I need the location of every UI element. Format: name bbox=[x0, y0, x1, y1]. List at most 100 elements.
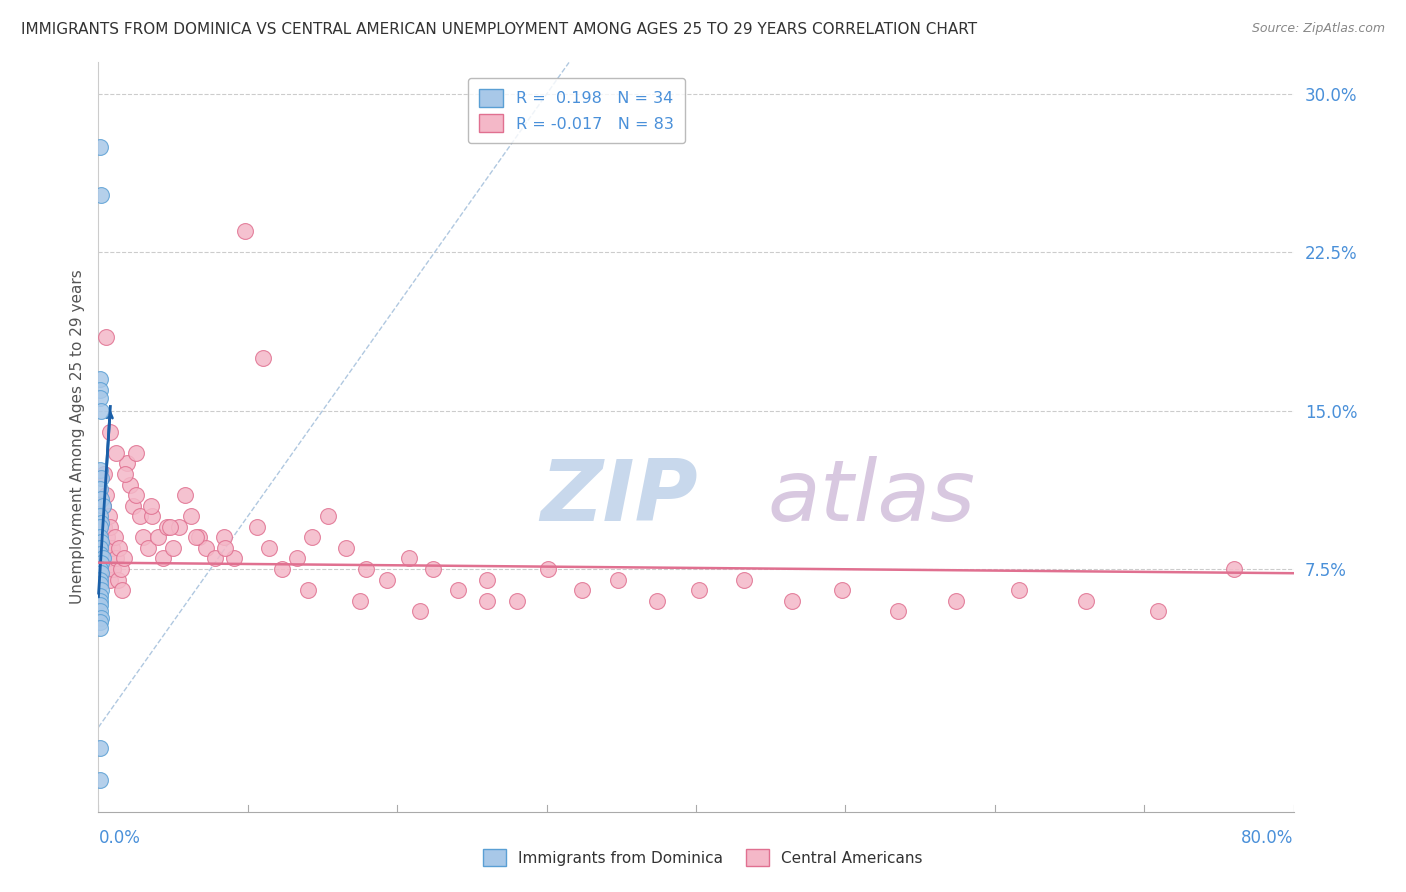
Point bbox=[90, 492, 112, 507]
Point bbox=[89, 621, 111, 635]
Text: 80.0%: 80.0% bbox=[1241, 829, 1294, 847]
Point bbox=[148, 530, 170, 544]
Point bbox=[93, 467, 115, 481]
Point bbox=[89, 520, 111, 534]
Point bbox=[422, 562, 444, 576]
Point bbox=[89, 509, 111, 524]
Point bbox=[271, 562, 294, 576]
Point bbox=[831, 583, 853, 598]
Point bbox=[195, 541, 218, 555]
Point bbox=[93, 520, 115, 534]
Point bbox=[233, 224, 256, 238]
Point bbox=[103, 562, 125, 576]
Point bbox=[90, 188, 112, 202]
Point bbox=[89, 590, 111, 604]
Point bbox=[212, 530, 235, 544]
Point bbox=[129, 509, 152, 524]
Point bbox=[105, 446, 128, 460]
Point bbox=[96, 562, 118, 576]
Point bbox=[139, 499, 162, 513]
Point bbox=[1146, 604, 1168, 618]
Point bbox=[112, 551, 135, 566]
Point bbox=[90, 471, 112, 485]
Point bbox=[115, 457, 138, 471]
Point bbox=[187, 530, 209, 544]
Y-axis label: Unemployment Among Ages 25 to 29 years: Unemployment Among Ages 25 to 29 years bbox=[69, 269, 84, 605]
Point bbox=[184, 530, 207, 544]
Point bbox=[89, 391, 111, 405]
Point bbox=[167, 520, 190, 534]
Point bbox=[607, 573, 630, 587]
Point bbox=[89, 482, 111, 496]
Point bbox=[107, 573, 129, 587]
Point bbox=[104, 530, 127, 544]
Point bbox=[91, 499, 114, 513]
Point bbox=[98, 520, 122, 534]
Point bbox=[89, 140, 111, 154]
Point bbox=[475, 573, 498, 587]
Point bbox=[89, 463, 111, 477]
Legend: R =  0.198   N = 34, R = -0.017   N = 83: R = 0.198 N = 34, R = -0.017 N = 83 bbox=[468, 78, 685, 143]
Point bbox=[780, 593, 803, 607]
Point bbox=[89, 372, 111, 386]
Point bbox=[90, 566, 112, 581]
Point bbox=[398, 551, 420, 566]
Text: atlas: atlas bbox=[768, 456, 976, 539]
Point bbox=[94, 330, 117, 344]
Point bbox=[90, 403, 112, 417]
Point bbox=[105, 551, 128, 566]
Point bbox=[688, 583, 710, 598]
Point bbox=[89, 604, 111, 618]
Point bbox=[91, 499, 114, 513]
Point bbox=[733, 573, 755, 587]
Point bbox=[257, 541, 280, 555]
Point bbox=[246, 520, 269, 534]
Point bbox=[354, 562, 377, 576]
Point bbox=[136, 541, 159, 555]
Point bbox=[447, 583, 470, 598]
Text: IMMIGRANTS FROM DOMINICA VS CENTRAL AMERICAN UNEMPLOYMENT AMONG AGES 25 TO 29 YE: IMMIGRANTS FROM DOMINICA VS CENTRAL AMER… bbox=[21, 22, 977, 37]
Point bbox=[174, 488, 197, 502]
Point bbox=[89, 576, 111, 591]
Point bbox=[1074, 593, 1097, 607]
Point bbox=[375, 573, 398, 587]
Point bbox=[89, 541, 111, 555]
Point bbox=[125, 446, 148, 460]
Point bbox=[89, 773, 111, 788]
Text: 0.0%: 0.0% bbox=[98, 829, 141, 847]
Point bbox=[89, 615, 111, 629]
Point bbox=[252, 351, 274, 365]
Point bbox=[301, 530, 323, 544]
Point bbox=[90, 556, 112, 570]
Point bbox=[204, 551, 226, 566]
Point bbox=[159, 520, 181, 534]
Point bbox=[97, 551, 120, 566]
Point bbox=[645, 593, 668, 607]
Point bbox=[98, 425, 122, 439]
Point bbox=[90, 583, 112, 598]
Point bbox=[90, 610, 112, 624]
Legend: Immigrants from Dominica, Central Americans: Immigrants from Dominica, Central Americ… bbox=[475, 842, 931, 873]
Point bbox=[156, 520, 179, 534]
Text: Source: ZipAtlas.com: Source: ZipAtlas.com bbox=[1251, 22, 1385, 36]
Point bbox=[89, 562, 111, 576]
Point bbox=[886, 604, 908, 618]
Point bbox=[297, 583, 319, 598]
Point bbox=[132, 530, 155, 544]
Point bbox=[94, 541, 117, 555]
Point bbox=[335, 541, 357, 555]
Point bbox=[89, 547, 111, 561]
Point bbox=[152, 551, 174, 566]
Point bbox=[1008, 583, 1031, 598]
Point bbox=[475, 593, 498, 607]
Point bbox=[214, 541, 236, 555]
Point bbox=[89, 741, 111, 756]
Point bbox=[224, 551, 246, 566]
Point bbox=[114, 467, 136, 481]
Point bbox=[97, 509, 120, 524]
Point bbox=[349, 593, 371, 607]
Point bbox=[89, 530, 111, 544]
Point bbox=[89, 383, 111, 397]
Point bbox=[108, 541, 131, 555]
Point bbox=[90, 516, 112, 530]
